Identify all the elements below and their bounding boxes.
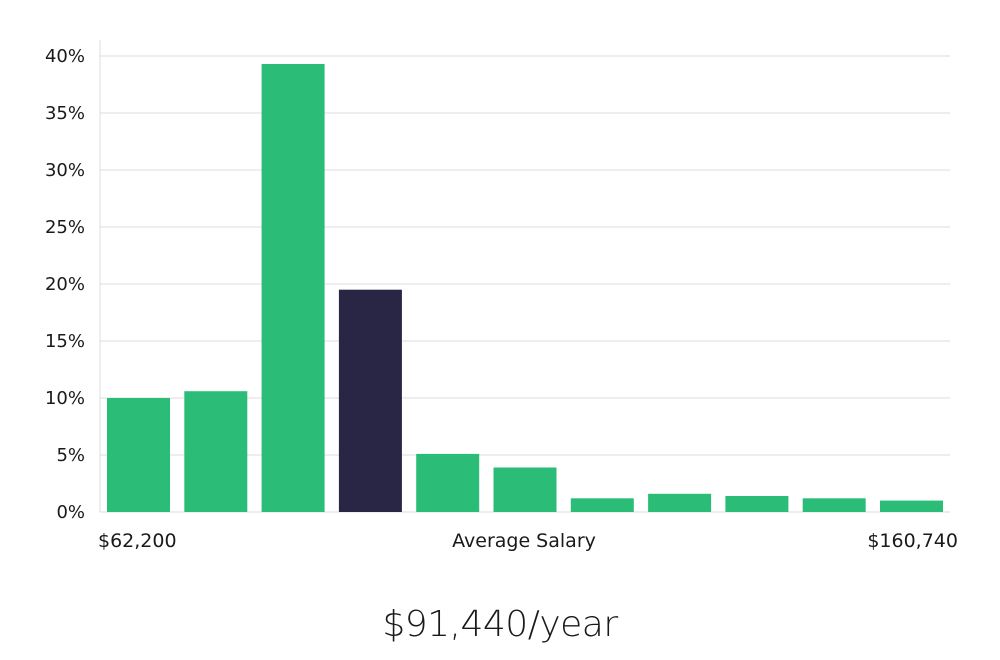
y-tick-label: 0%	[56, 502, 85, 523]
salary-histogram: 0% 5% 10% 15% 20% 25% 30% 35% 40% $62,200 Averag…	[45, 40, 958, 552]
y-tick-label: 40%	[45, 46, 85, 67]
bar	[648, 493, 712, 512]
bar	[493, 467, 557, 512]
y-tick-label: 20%	[45, 274, 85, 295]
bar	[184, 391, 248, 512]
bar	[725, 496, 789, 512]
average-salary-value: $91,440/year	[382, 604, 618, 645]
y-tick-label: 30%	[45, 160, 85, 181]
x-label-max: $160,740	[867, 530, 958, 552]
y-tick-label: 25%	[45, 217, 85, 238]
bar	[416, 453, 480, 512]
y-axis: 0% 5% 10% 15% 20% 25% 30% 35% 40%	[45, 40, 101, 523]
bar-average-salary	[338, 289, 402, 512]
y-tick-label: 35%	[45, 103, 85, 124]
bars	[107, 64, 943, 512]
y-tick-label: 15%	[45, 331, 85, 352]
y-tick-label: 5%	[56, 445, 85, 466]
bar	[261, 64, 325, 512]
bar	[880, 500, 943, 512]
x-label-average: Average Salary	[452, 530, 596, 552]
y-tick-label: 10%	[45, 388, 85, 409]
bar	[570, 498, 634, 512]
bar	[107, 398, 170, 512]
x-label-min: $62,200	[98, 530, 177, 552]
bar	[802, 498, 866, 512]
